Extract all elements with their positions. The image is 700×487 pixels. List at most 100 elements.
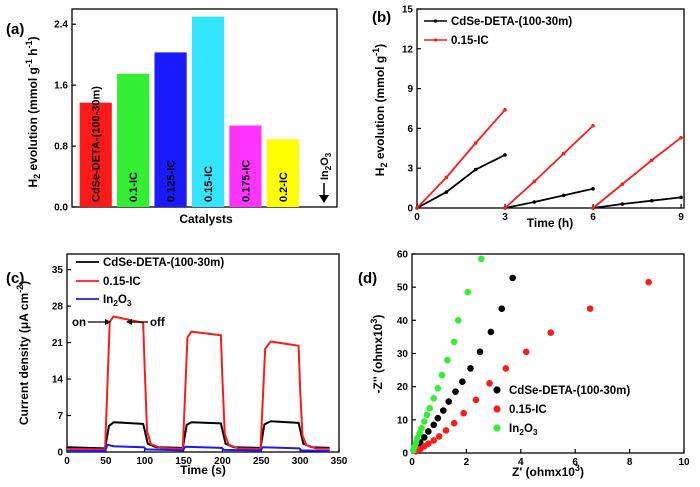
bar-0.1-IC [117,73,150,207]
series-2-point [503,108,507,112]
series-1-run-1 [416,154,506,209]
panel-c-x-tick-label: 350 [331,456,348,467]
scatter-point-series-2 [586,305,594,313]
scatter-point-series-3 [420,418,428,425]
scatter-point-series-3 [438,371,446,379]
legend-series-2: 0.15-IC [509,404,547,416]
scatter-point-series-1 [430,421,438,429]
panel-b-y-tick-label: 3 [407,164,413,175]
scatter-point-series-2 [522,348,530,356]
legend-series-1: CdSe-DETA-(100-30m) [103,257,224,269]
panel-a-y-tick-label: 1.6 [54,81,68,92]
series-1-point [591,186,595,191]
scatter-point-series-3 [430,394,438,402]
bar-CdSe-DETA-(100-30m) [79,102,112,207]
scatter-point-series-2 [486,380,493,387]
legend-series-2: 0.15-IC [103,276,141,288]
panel-d-x-tick-label: 2 [464,457,470,468]
scatter-point-series-3 [418,424,425,432]
panel-c-x-tick-label: 100 [136,456,153,467]
series-1-point [649,198,654,203]
panel-c-ticks: 0 50 100 150 200 250 300 350 0 7 14 21 28 35 [52,265,348,467]
arrow-head-icon [105,319,111,325]
panel-d-x-tick-label: 6 [572,457,578,468]
series-2-point [444,175,449,180]
scatter-point-series-3 [478,255,485,263]
series-2-run-2 [504,125,594,209]
panel-c-y-tick-label: 0 [57,448,63,459]
scatter-point-series-1 [434,414,442,422]
panel-d-y-tick-label: 20 [397,382,409,393]
panel-d-y-tick-label: 60 [397,250,409,261]
panel-c-y-label: Current density (μA cm-2) [15,281,31,425]
arrow-head-icon [319,195,329,203]
series-2-point [415,206,419,210]
off-label: off [150,317,165,329]
panel-a-y-ticks: 0.0 0.8 1.6 2.4 [54,20,76,214]
legend-series-3: In2O3 [509,423,538,437]
series-1-point [532,200,537,204]
series-2-point [620,182,625,186]
panel-d-y-tick-label: 50 [397,283,409,294]
panel-c-x-tick-label: 200 [214,456,231,467]
series-1-run-3 [592,196,682,209]
panel-b-series [415,108,683,210]
series-1-point [679,195,683,200]
bar-label-0.2-IC: 0.2-IC [278,172,290,202]
series-line-1 [66,420,330,450]
scatter-point-series-2 [450,419,458,427]
scatter-point-series-1 [439,407,447,414]
panel-c-x-tick-label: 150 [175,456,192,467]
panel-c-y-tick-label: 7 [57,411,63,422]
panel-d-y-tick-label: 0 [402,449,408,460]
panel-d: 0 2 4 6 8 10 0 10 20 30 40 50 60 (d) Z' (ohmx103) -Z… [358,250,690,480]
series-2-point [503,206,507,210]
scatter-point-series-1 [498,305,506,313]
panel-c-x-tick-label: 50 [100,456,112,467]
panel-b-x-tick-label: 0 [414,212,420,223]
scatter-point-series-3 [450,338,458,346]
panel-b-ticks: 0 3 6 9 0 3 6 9 12 15 [402,5,684,224]
bar-0.175-IC [229,125,262,207]
panel-a-y-tick-label: 0.8 [54,142,68,153]
panel-c-y-tick-label: 28 [52,302,64,313]
scatter-point-series-2 [430,437,438,444]
panel-b-label: (b) [372,9,391,26]
arrow-head-icon [126,319,132,325]
legend-series-2: 0.15-IC [451,35,489,47]
panel-b-x-label: Time (h) [527,216,573,230]
panel-b: 0 3 6 9 0 3 6 9 12 15 (b) Time (h) H2 evolution (… [371,5,685,230]
scatter-point-series-1 [420,434,428,441]
bar-label-CdSe-DETA-(100-30m): CdSe-DETA-(100-30m) [91,86,103,202]
panel-d-x-tick-label: 8 [627,457,633,468]
scatter-point-series-1 [487,328,495,336]
panel-b-x-tick-label: 6 [590,212,596,223]
legend-marker [433,19,438,23]
scatter-point-series-1 [459,378,466,385]
on-label: on [72,317,86,329]
bar-0.2-IC [266,139,299,207]
scatter-point-series-3 [434,385,442,392]
series-1-point [503,153,507,157]
panel-d-y-label: -Z'' (ohmx103) [369,315,385,394]
panel-d-y-tick-label: 30 [397,349,409,360]
panel-b-x-tick-label: 9 [678,212,684,223]
legend-series-1: CdSe-DETA-(100-30m) [451,16,572,28]
panel-d-y-tick-label: 40 [397,316,409,327]
series-line-2 [66,315,330,451]
series-2-point [473,141,478,145]
bar-label-0.1-IC: 0.1-IC [128,172,140,202]
scatter-point-series-1 [467,365,474,372]
panel-a-label: (a) [6,21,24,38]
scatter-point-series-3 [414,434,421,442]
panel-b-y-tick-label: 12 [402,44,414,55]
panel-c-x-tick-label: 300 [292,456,309,467]
panel-c-x-tick-label: 0 [64,456,70,467]
panel-a: CdSe-DETA-(100-30m) 0.1-IC 0.125-IC 0.15-IC… [6,8,338,226]
series-2-point [679,135,683,140]
scatter-point-series-1 [452,388,459,395]
panel-d-legend: CdSe-DETA-(100-30m) 0.15-IC In2O3 [493,385,630,437]
scatter-point-series-3 [426,404,433,412]
panel-c-x-tick-label: 250 [253,456,270,467]
